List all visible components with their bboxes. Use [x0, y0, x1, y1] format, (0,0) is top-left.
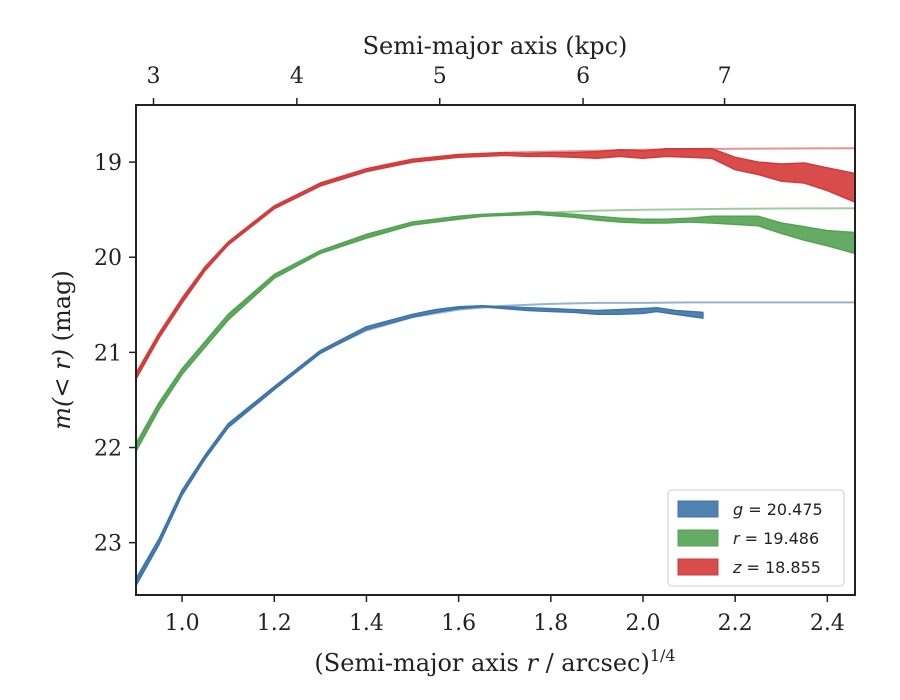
x-axis-title-var: r	[526, 649, 539, 677]
axes-layer: 1.0 1.2 1.4 1.6 1.8 2.0 2.2 2.4 19 20 21 22 23 3 4 5 6 7	[94, 64, 845, 636]
legend-swatch-z	[677, 558, 719, 576]
legend-swatch-r	[677, 529, 719, 547]
series-r	[136, 207, 855, 453]
series-z	[136, 147, 855, 380]
series-g	[136, 301, 855, 587]
top-tick-label: 4	[290, 64, 304, 89]
y-tick-label: 23	[94, 532, 122, 557]
y-tick-label: 20	[94, 246, 122, 271]
x-tick-label: 1.4	[349, 611, 384, 636]
series-z-fit-line	[136, 147, 855, 377]
x-tick-label: 2.4	[810, 611, 845, 636]
legend-var-g: g	[733, 500, 743, 519]
legend-value-r: = 19.486	[740, 529, 820, 548]
x-tick-label: 1.2	[257, 611, 292, 636]
y-tick-label: 19	[94, 151, 122, 176]
legend-label-r: r = 19.486	[733, 529, 819, 548]
series-z-band	[136, 148, 855, 380]
top-axis-title: Semi-major axis (kpc)	[363, 32, 628, 60]
y-axis-title: m(< r) (mag)	[48, 270, 76, 430]
legend-value-z: = 18.855	[741, 558, 821, 577]
top-tick-label: 6	[576, 64, 590, 89]
x-tick-label: 2.2	[718, 611, 753, 636]
y-axis-title-post: (mag)	[48, 270, 76, 349]
legend-swatch-g	[677, 500, 719, 518]
legend-label-g: g = 20.475	[733, 500, 823, 519]
x-tick-label: 1.8	[533, 611, 568, 636]
top-tick-label: 3	[147, 64, 161, 89]
top-tick-label: 7	[718, 64, 732, 89]
x-axis-title-post: / arcsec)	[538, 649, 650, 677]
top-tick-label: 5	[433, 64, 447, 89]
legend-value-g: = 20.475	[743, 500, 823, 519]
series-layer	[136, 147, 855, 587]
plot-frame	[135, 104, 856, 596]
legend-label-z: z = 18.855	[732, 558, 821, 577]
y-tick-label: 22	[94, 437, 122, 462]
x-axis-title: (Semi-major axis r / arcsec)1/4	[314, 646, 675, 677]
x-axis-title-sup: 1/4	[650, 646, 676, 665]
legend-var-r: r	[733, 529, 741, 548]
x-tick-label: 1.6	[441, 611, 476, 636]
x-tick-label: 1.0	[165, 611, 200, 636]
y-tick-label: 21	[94, 341, 122, 366]
series-g-band	[136, 305, 704, 587]
x-tick-label: 2.0	[625, 611, 660, 636]
y-axis-title-var: m(< r)	[48, 349, 76, 430]
legend-var-z: z	[732, 558, 742, 577]
x-axis-title-pre: (Semi-major axis	[314, 649, 526, 677]
series-r-band	[136, 210, 855, 453]
